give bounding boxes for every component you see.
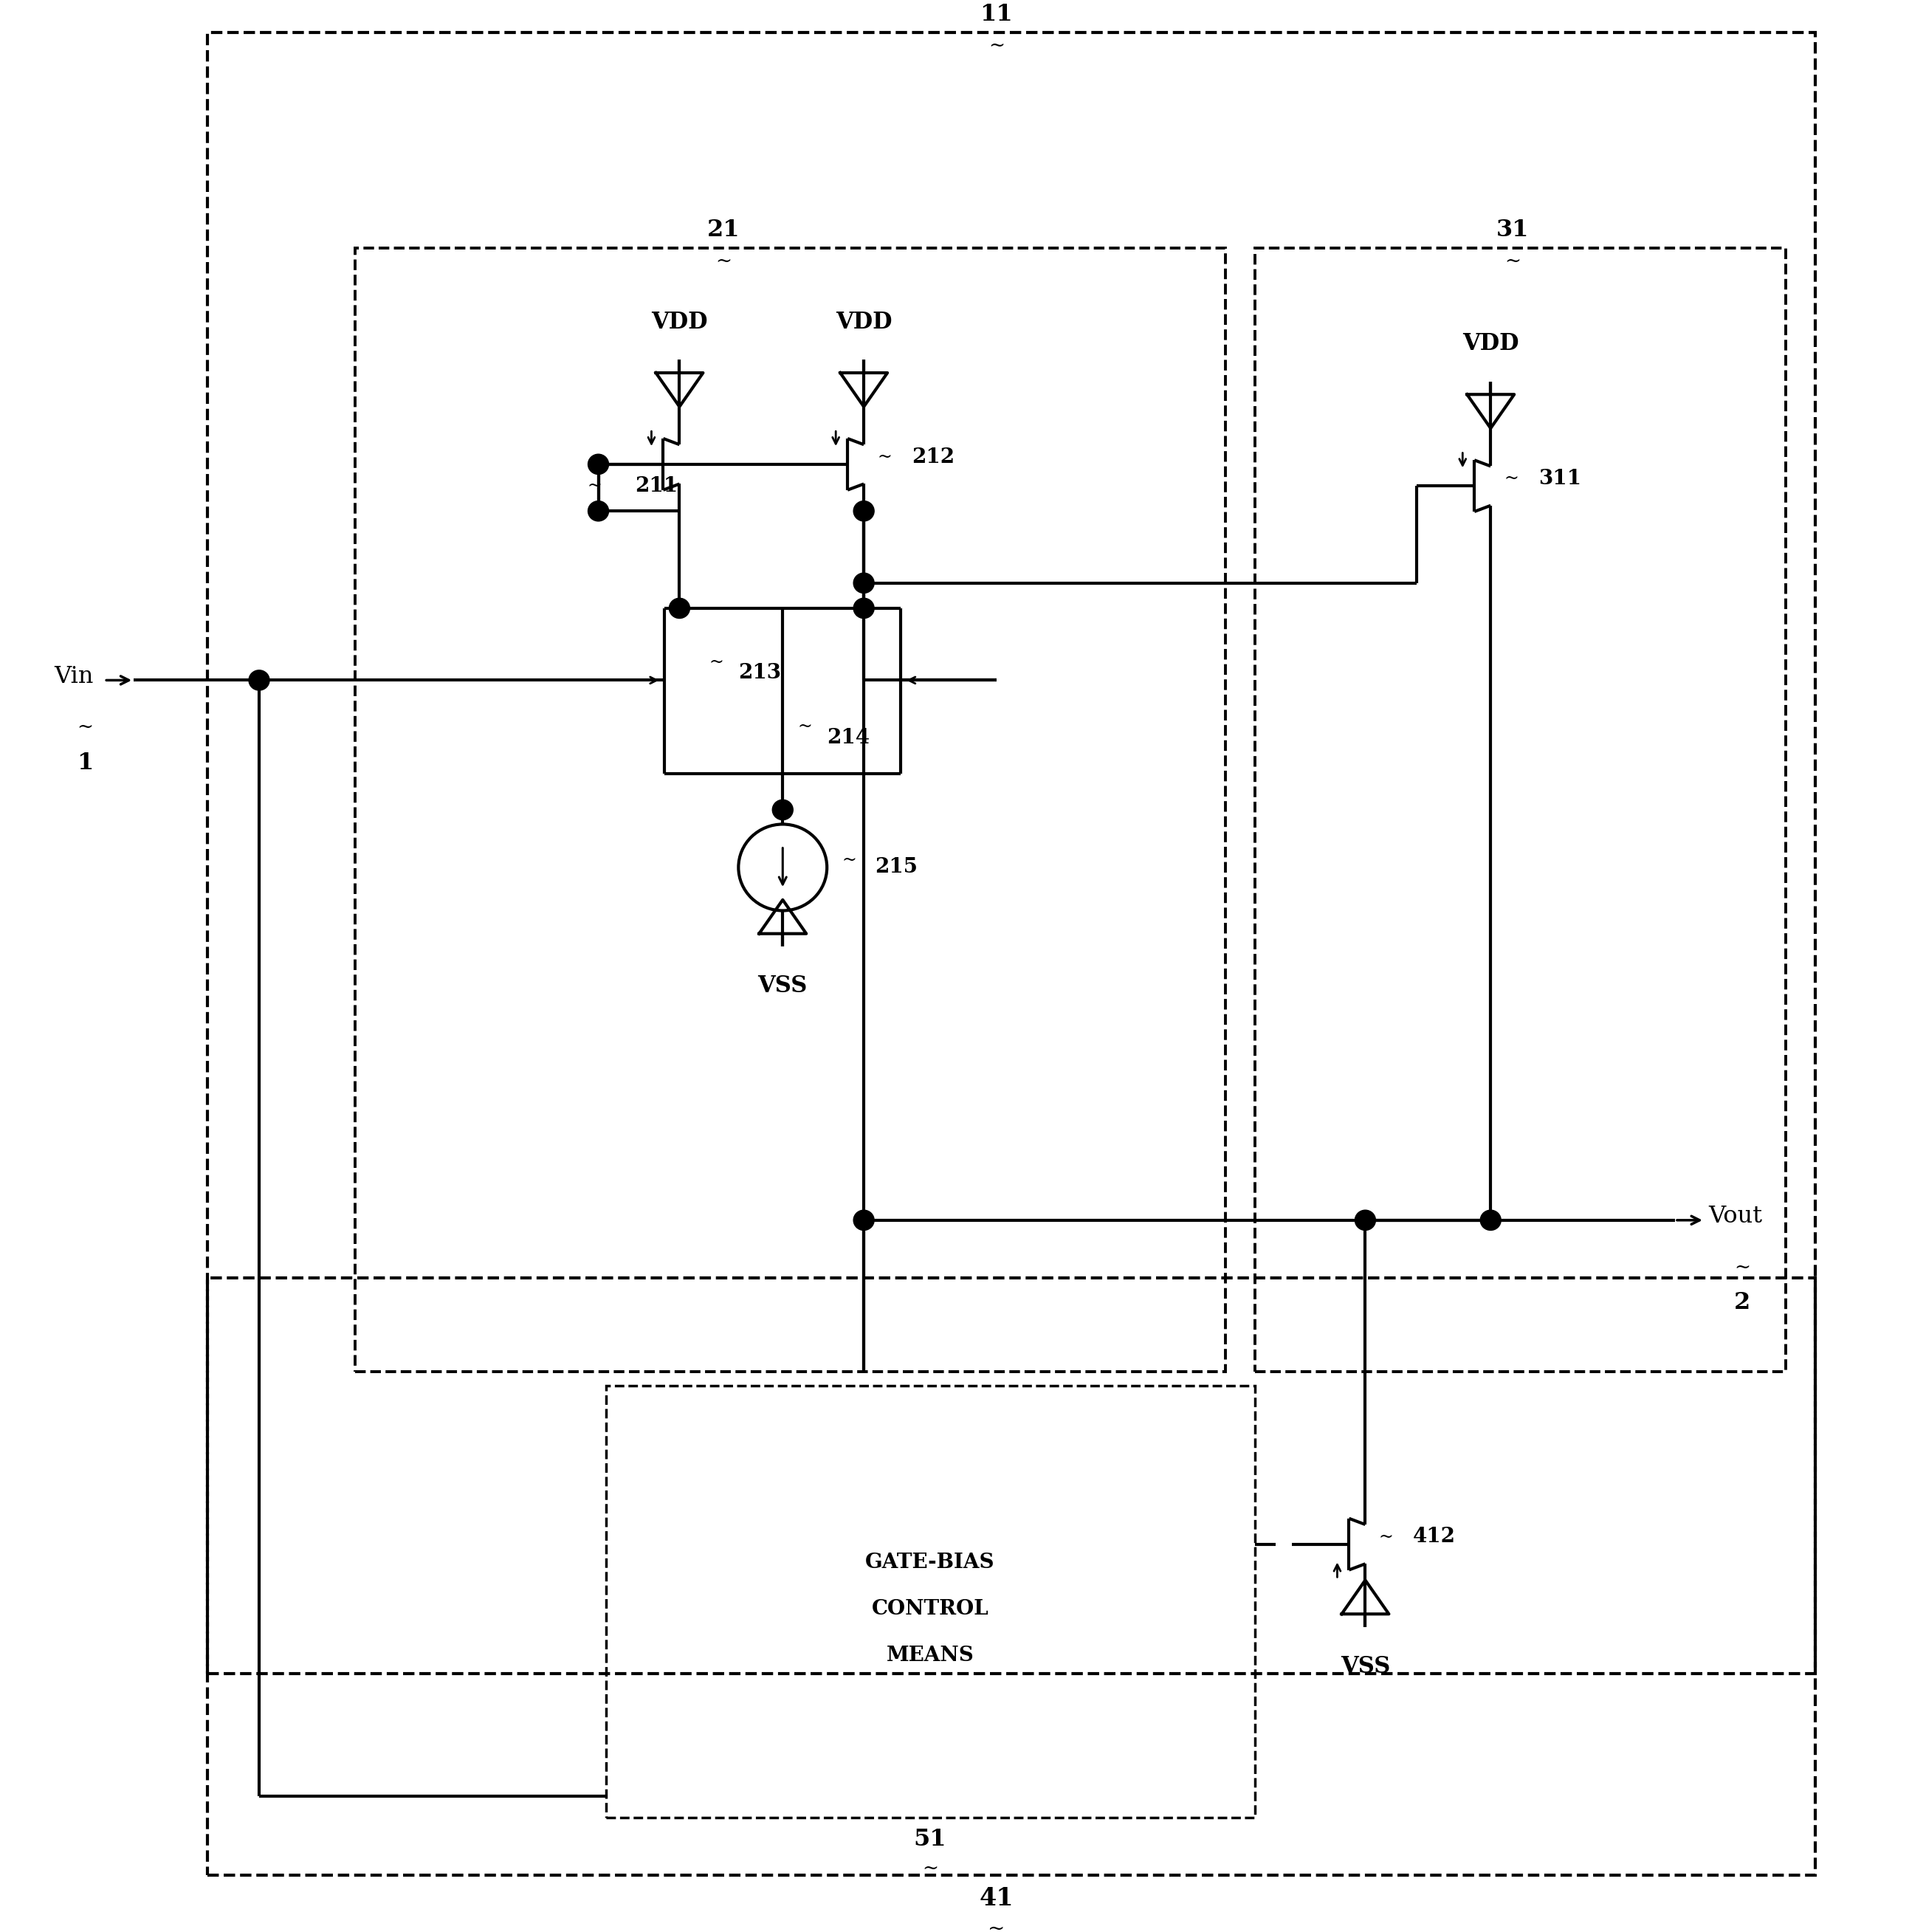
Text: ~: ~ [1504,251,1522,270]
Circle shape [587,500,609,522]
Text: 215: 215 [874,858,917,877]
Text: VDD: VDD [836,311,892,334]
Text: ~: ~ [988,37,1005,54]
Text: VSS: VSS [757,976,807,997]
Text: 11: 11 [980,2,1013,25]
Text: ~: ~ [1379,1528,1392,1546]
Text: ~: ~ [587,477,603,495]
Circle shape [587,454,609,475]
Text: VDD: VDD [651,311,707,334]
Text: ~: ~ [77,719,92,736]
Bar [354,249,1225,1372]
Text: ~: ~ [709,653,724,670]
Text: 31: 31 [1497,218,1529,242]
Bar [208,33,1814,1673]
Text: 211: 211 [636,475,678,497]
Text: VDD: VDD [1462,332,1520,355]
Text: VSS: VSS [1340,1656,1391,1679]
Circle shape [853,599,874,618]
Circle shape [1481,1209,1500,1231]
Bar [605,1385,1254,1818]
Text: CONTROL: CONTROL [872,1600,988,1619]
Text: ~: ~ [876,448,892,466]
Text: ~: ~ [988,1918,1005,1932]
Text: 51: 51 [913,1828,948,1851]
Text: Vout: Vout [1708,1206,1762,1229]
Text: ~: ~ [1733,1258,1751,1277]
Circle shape [853,1209,874,1231]
Circle shape [853,500,874,522]
Bar [1254,249,1785,1372]
Text: 214: 214 [826,728,871,748]
Circle shape [772,800,794,819]
Text: ~: ~ [716,251,732,270]
Text: 311: 311 [1539,469,1581,489]
Text: GATE-BIAS: GATE-BIAS [865,1551,996,1573]
Text: ~: ~ [923,1859,938,1878]
Text: Vin: Vin [54,665,92,688]
Text: 212: 212 [911,446,955,468]
Text: 213: 213 [738,663,782,684]
Text: 21: 21 [707,218,740,242]
Circle shape [1356,1209,1375,1231]
Text: 2: 2 [1733,1293,1751,1314]
Circle shape [248,670,270,690]
Bar [208,1277,1814,1876]
Text: 41: 41 [978,1886,1013,1911]
Text: MEANS: MEANS [886,1646,975,1665]
Text: ~: ~ [797,719,813,736]
Circle shape [668,599,690,618]
Text: ~: ~ [1504,469,1518,487]
Text: 412: 412 [1414,1526,1456,1548]
Text: ~: ~ [842,852,857,869]
Text: 1: 1 [77,752,92,775]
Circle shape [853,574,874,593]
